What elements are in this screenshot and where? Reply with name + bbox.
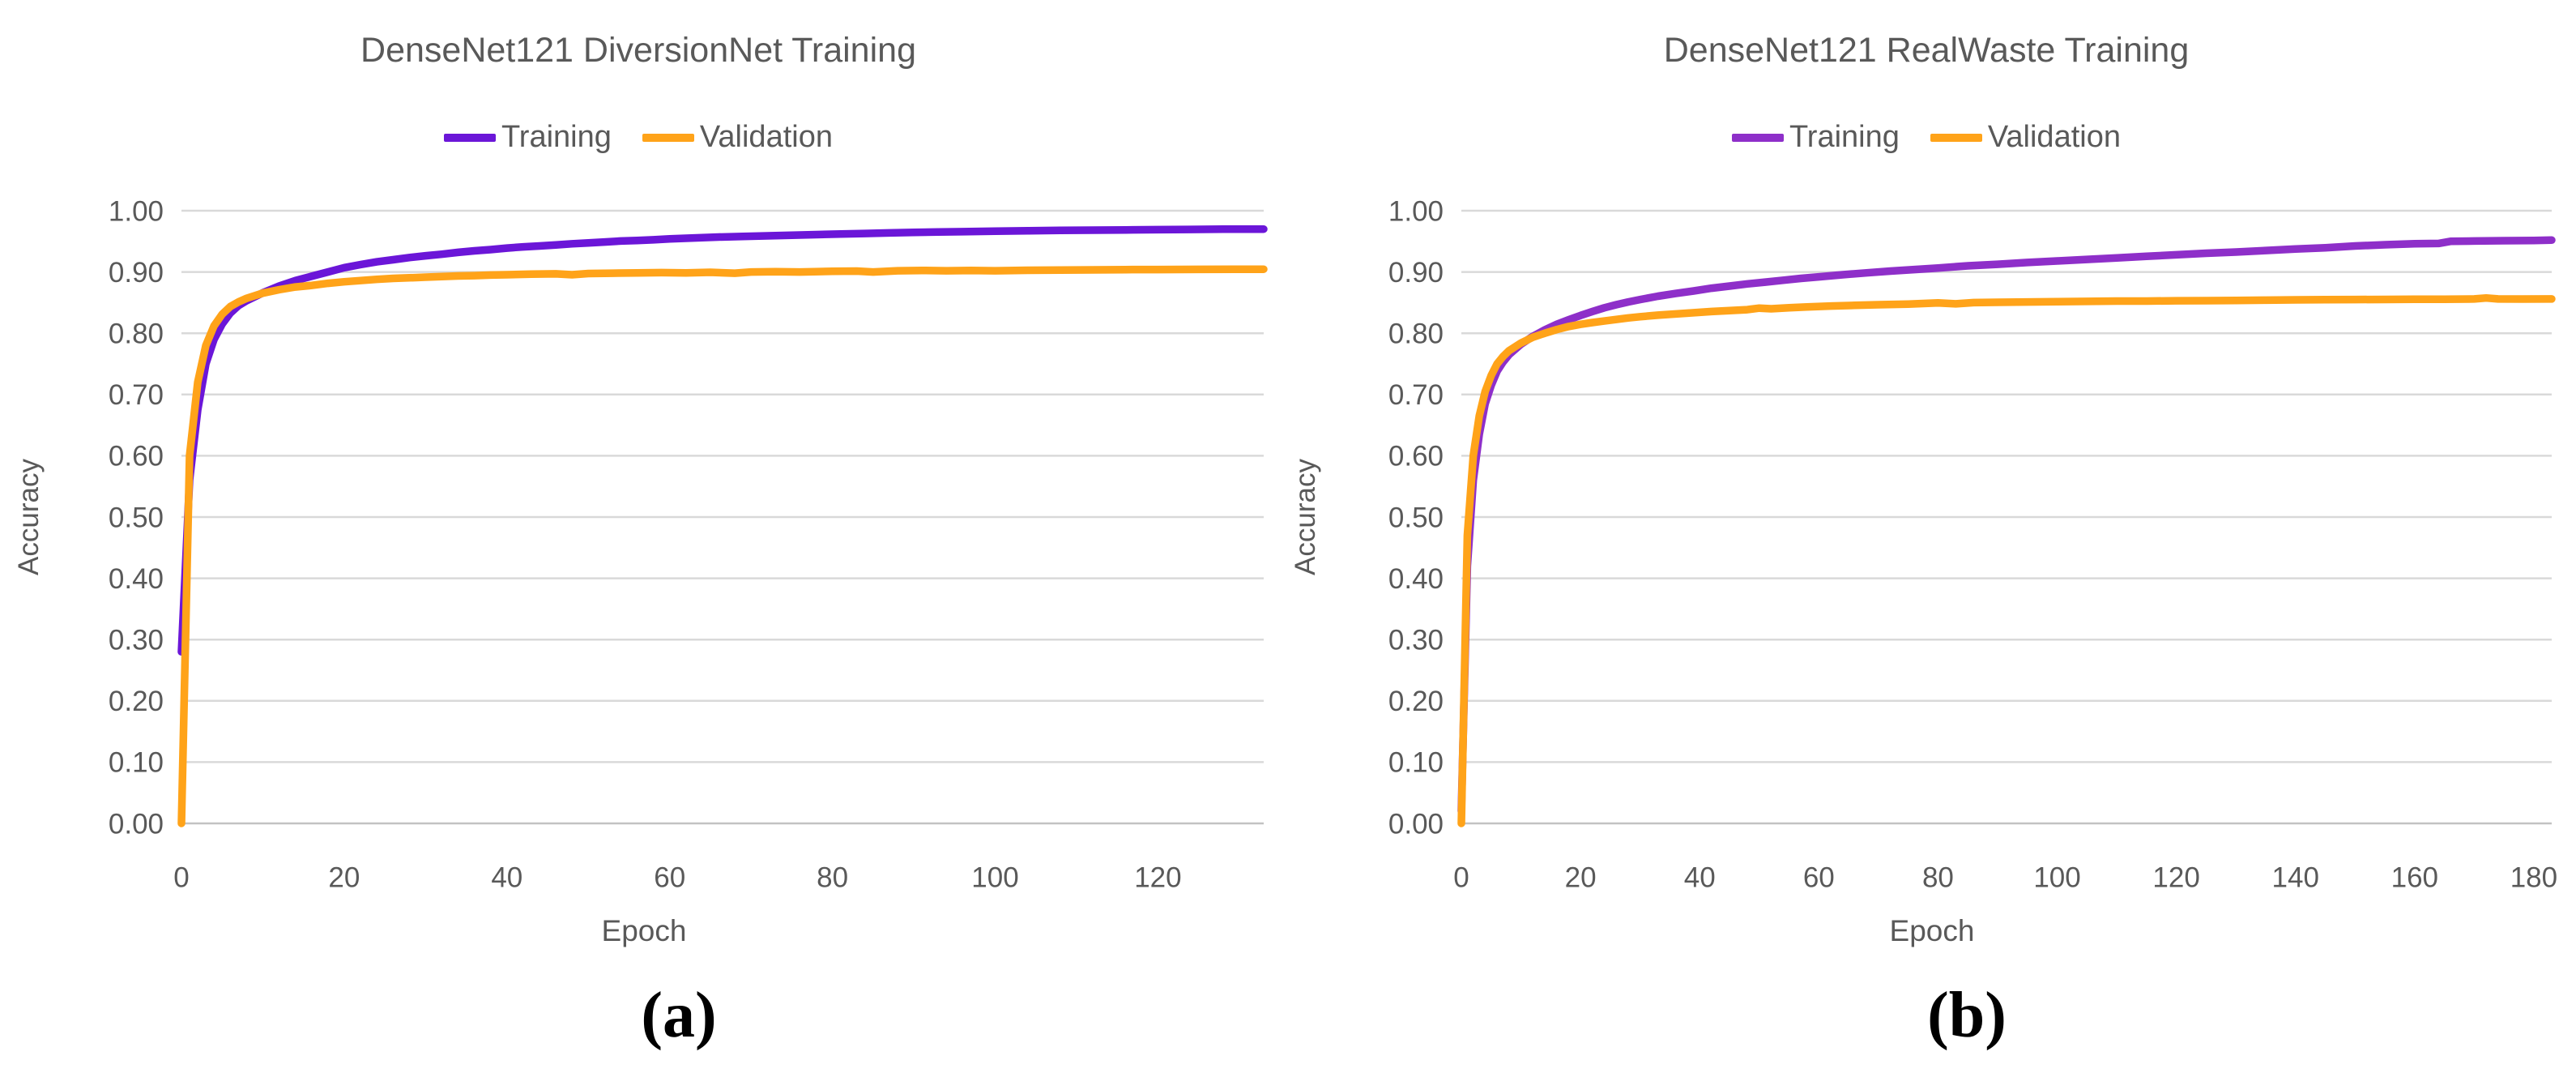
validation-line-swatch-icon — [642, 133, 694, 142]
x-tick-label: 100 — [2033, 861, 2080, 893]
y-tick-label: 0.90 — [109, 257, 164, 289]
chart-title: DenseNet121 DiversionNet Training — [360, 31, 916, 70]
x-tick-label: 20 — [328, 861, 360, 893]
x-tick-label: 60 — [1803, 861, 1835, 893]
panel-caption-b: (b) — [1927, 980, 2007, 1051]
plot-area-diversionnet: 1.00 0.90 0.80 0.70 0.60 0.50 0.40 0.30 0.20 0.10… — [109, 195, 1268, 893]
y-tick-label: 0.20 — [1388, 686, 1444, 717]
legend-label-validation: Validation — [699, 120, 833, 154]
y-axis-title: Accuracy — [13, 459, 45, 575]
x-tick-label: 0 — [1453, 861, 1469, 893]
y-tick-label: 0.10 — [1388, 747, 1444, 779]
x-axis-title: Epoch — [0, 914, 1288, 948]
x-tick-label: 100 — [971, 861, 1018, 893]
x-tick-label: 180 — [2510, 861, 2557, 893]
chart-realwaste: 1.00 0.90 0.80 0.70 0.60 0.50 0.40 0.30 0.20 0.10… — [1288, 0, 2576, 1073]
x-tick-label: 60 — [654, 861, 685, 893]
validation-series-line — [1457, 293, 2556, 827]
training-series-line — [177, 224, 1268, 656]
y-tick-label: 0.40 — [1388, 563, 1444, 595]
training-series-line — [1457, 236, 2556, 815]
y-tick-label: 0.30 — [109, 624, 164, 656]
chart-title: DenseNet121 RealWaste Training — [1663, 31, 2190, 70]
y-tick-label: 0.80 — [1388, 318, 1444, 349]
x-axis-title-text: Epoch — [1889, 914, 1975, 947]
x-axis-title-text: Epoch — [601, 914, 687, 947]
legend-label-training: Training — [1789, 120, 1900, 154]
y-tick-label: 0.00 — [109, 808, 164, 840]
training-line-swatch-icon — [444, 133, 496, 142]
y-tick-label: 0.10 — [109, 747, 164, 779]
y-tick-label: 0.80 — [109, 318, 164, 349]
x-tick-label: 120 — [1134, 861, 1181, 893]
x-tick-label: 40 — [1684, 861, 1716, 893]
y-tick-label: 0.50 — [1388, 502, 1444, 533]
x-tick-label: 80 — [1922, 861, 1954, 893]
y-tick-label: 0.00 — [1388, 808, 1444, 840]
legend-item-validation: Validation — [1930, 120, 2121, 155]
x-tick-label: 0 — [173, 861, 189, 893]
y-tick-label: 0.30 — [1388, 624, 1444, 656]
y-tick-label: 0.60 — [109, 441, 164, 472]
legend-label-training: Training — [501, 120, 612, 154]
y-tick-label: 1.00 — [1388, 195, 1444, 227]
y-tick-label: 0.70 — [1388, 379, 1444, 411]
x-tick-label: 40 — [491, 861, 522, 893]
y-axis-title: Accuracy — [1290, 459, 1321, 575]
y-tick-label: 0.90 — [1388, 257, 1444, 289]
legend-item-validation: Validation — [642, 120, 833, 155]
legend-label-validation: Validation — [1987, 120, 2121, 154]
x-axis-title: Epoch — [1288, 914, 2576, 948]
x-tick-label: 120 — [2152, 861, 2199, 893]
y-tick-label: 0.40 — [109, 563, 164, 595]
y-tick-label: 0.20 — [109, 686, 164, 717]
legend: Training Validation — [0, 120, 1277, 155]
legend-item-training: Training — [1732, 120, 1900, 155]
training-line-swatch-icon — [1732, 133, 1784, 142]
y-tick-label: 1.00 — [109, 195, 164, 227]
legend: Training Validation — [1288, 120, 2565, 155]
x-tick-label: 80 — [817, 861, 848, 893]
chart-diversionnet: 1.00 0.90 0.80 0.70 0.60 0.50 0.40 0.30 0.20 0.10… — [0, 31, 1288, 1051]
plot-area-realwaste: 1.00 0.90 0.80 0.70 0.60 0.50 0.40 0.30 0.20 0.10… — [1388, 195, 2557, 893]
x-tick-label: 160 — [2391, 861, 2438, 893]
legend-item-training: Training — [444, 120, 612, 155]
panel-caption-a: (a) — [641, 980, 717, 1051]
x-tick-label: 20 — [1565, 861, 1597, 893]
y-tick-label: 0.70 — [109, 379, 164, 411]
x-tick-label: 140 — [2272, 861, 2319, 893]
y-tick-label: 0.60 — [1388, 441, 1444, 472]
validation-series-line — [177, 265, 1268, 827]
validation-line-swatch-icon — [1930, 133, 1982, 142]
y-tick-label: 0.50 — [109, 502, 164, 533]
